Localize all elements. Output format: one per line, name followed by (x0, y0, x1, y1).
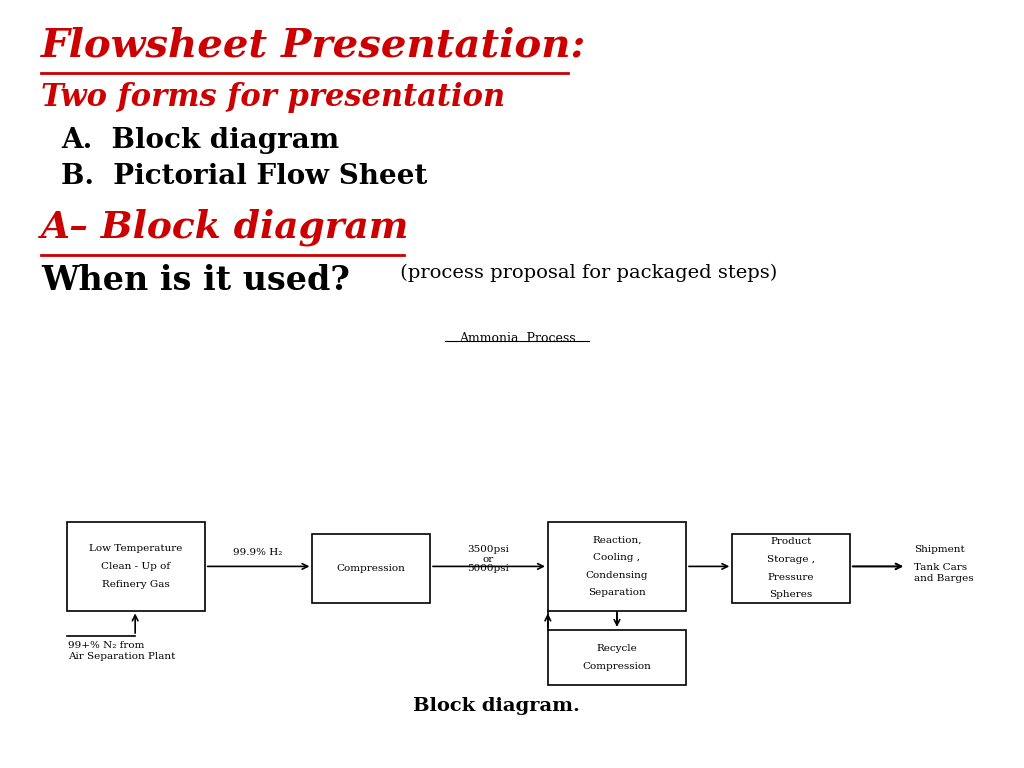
Text: Pressure: Pressure (768, 573, 814, 581)
FancyBboxPatch shape (548, 630, 686, 685)
Text: Compression: Compression (337, 564, 406, 573)
Text: Compression: Compression (583, 662, 651, 670)
Text: Clean - Up of: Clean - Up of (101, 562, 170, 571)
FancyBboxPatch shape (312, 534, 430, 603)
Text: A.  Block diagram: A. Block diagram (61, 127, 340, 154)
Text: Shipment: Shipment (914, 545, 966, 554)
Text: Separation: Separation (588, 588, 646, 598)
Text: Tank Cars: Tank Cars (914, 563, 968, 572)
Text: Air Separation Plant: Air Separation Plant (68, 652, 175, 661)
Text: Cooling ,: Cooling , (594, 553, 640, 562)
Text: Block diagram.: Block diagram. (414, 697, 580, 714)
Text: (process proposal for packaged steps): (process proposal for packaged steps) (394, 264, 777, 283)
Text: Low Temperature: Low Temperature (89, 545, 182, 553)
FancyBboxPatch shape (67, 522, 205, 611)
Text: Condensing: Condensing (586, 571, 648, 580)
Text: and Barges: and Barges (914, 574, 974, 583)
Text: 5000psi: 5000psi (468, 564, 509, 573)
Text: Storage ,: Storage , (767, 555, 815, 564)
Text: or: or (483, 554, 494, 564)
Text: Ammonia  Process: Ammonia Process (459, 332, 575, 345)
Text: Refinery Gas: Refinery Gas (101, 580, 170, 588)
Text: B.  Pictorial Flow Sheet: B. Pictorial Flow Sheet (61, 163, 428, 190)
FancyBboxPatch shape (732, 534, 850, 603)
Text: 3500psi: 3500psi (468, 545, 509, 554)
Text: Product: Product (770, 538, 812, 546)
Text: Recycle: Recycle (597, 644, 637, 653)
Text: Flowsheet Presentation:: Flowsheet Presentation: (41, 27, 587, 65)
Text: Spheres: Spheres (769, 591, 813, 599)
Text: Reaction,: Reaction, (592, 535, 642, 545)
Text: When is it used?: When is it used? (41, 264, 350, 297)
Text: Two forms for presentation: Two forms for presentation (41, 82, 505, 113)
FancyBboxPatch shape (548, 522, 686, 611)
Text: 99.9% H₂: 99.9% H₂ (233, 548, 283, 558)
Text: 99+% N₂ from: 99+% N₂ from (68, 641, 144, 650)
Text: A– Block diagram: A– Block diagram (41, 209, 410, 247)
